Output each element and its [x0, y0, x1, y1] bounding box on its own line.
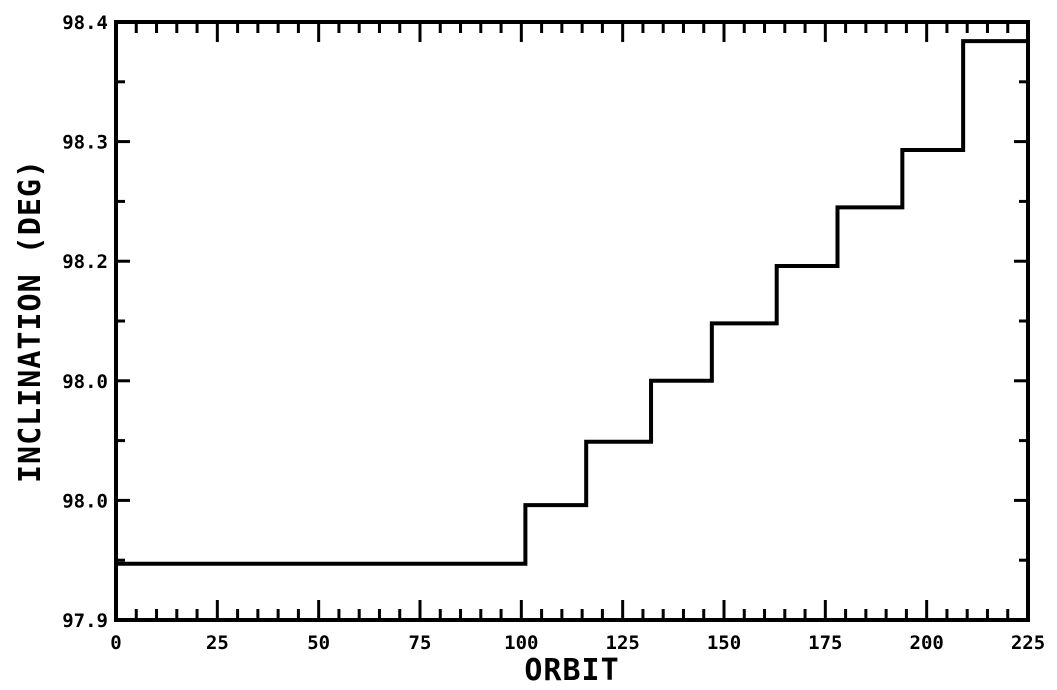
x-tick-label: 225 [1011, 632, 1045, 654]
y-tick-labels: 97.9 98.0 98.0 98.2 98.3 98.4 [62, 12, 108, 632]
y-tick-label: 98.3 [62, 132, 108, 154]
x-tick-label: 75 [409, 632, 432, 654]
x-tick-label: 200 [910, 632, 944, 654]
y-axis-title: INCLINATION (DEG) [13, 159, 48, 483]
x-tick-label: 125 [606, 632, 640, 654]
x-tick-label: 175 [808, 632, 842, 654]
x-tick-label: 50 [307, 632, 330, 654]
x-tick-label: 0 [110, 632, 121, 654]
x-tick-labels: 0 25 50 75 100 125 150 175 200 225 [110, 632, 1045, 654]
x-tick-label: 25 [206, 632, 229, 654]
y-tick-label: 98.0 [62, 371, 108, 393]
plot-frame [114, 20, 1030, 622]
y-tick-label: 98.2 [62, 251, 108, 273]
y-tick-label: 98.0 [62, 490, 108, 512]
y-tick-label: 98.4 [62, 12, 108, 34]
x-tick-label: 100 [504, 632, 538, 654]
axis-ticks [114, 20, 1030, 622]
inclination-step-line [116, 39, 1028, 566]
x-axis-title: ORBIT [524, 653, 619, 685]
x-tick-label: 150 [707, 632, 741, 654]
y-tick-label: 97.9 [62, 610, 108, 632]
